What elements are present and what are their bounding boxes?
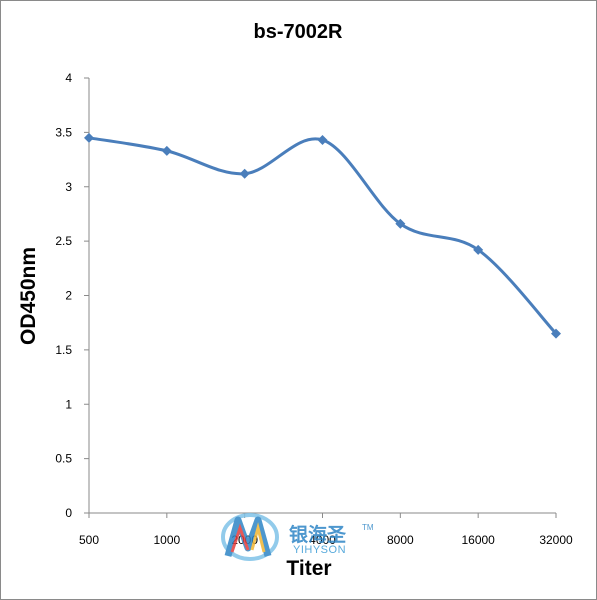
data-point-marker — [551, 328, 561, 339]
x-tick-label: 16000 — [461, 533, 495, 547]
y-tick-label: 0 — [65, 506, 72, 520]
watermark-brand-cn: 银海圣 — [289, 523, 347, 546]
data-point-marker — [395, 218, 406, 229]
x-tick-label: 8000 — [387, 533, 414, 547]
y-tick-label: 4 — [65, 71, 72, 85]
data-point-marker — [161, 145, 172, 156]
y-tick-label: 3.5 — [55, 125, 72, 139]
x-tick-label: 1000 — [153, 533, 180, 547]
watermark-logo: 银海圣 TM YIHYSON — [221, 513, 374, 561]
x-tick-label: 4000 — [309, 533, 336, 547]
watermark-emblem-icon — [221, 513, 279, 561]
data-point-marker — [317, 134, 328, 145]
y-axis-ticks: 0 0.5 1 1.5 2 2.5 3 3.5 4 — [55, 71, 89, 520]
y-axis-title: OD450nm — [17, 247, 40, 345]
y-tick-label: 2 — [65, 289, 72, 303]
y-tick-label: 1.5 — [55, 343, 72, 357]
data-point-marker — [473, 244, 484, 255]
y-tick-label: 1 — [65, 397, 72, 411]
chart-title: bs-7002R — [254, 21, 343, 43]
series-group — [84, 132, 561, 339]
y-tick-label: 2.5 — [55, 234, 72, 248]
watermark-tm: TM — [362, 523, 374, 532]
watermark-brand-en: YIHYSON — [293, 544, 346, 556]
data-point-marker — [84, 132, 94, 143]
series-line — [88, 136, 558, 335]
y-tick-label: 3 — [65, 180, 72, 194]
x-tick-label: 32000 — [539, 533, 573, 547]
x-axis-title: Titer — [286, 557, 331, 580]
data-point-marker — [239, 168, 250, 179]
x-tick-label: 500 — [79, 533, 99, 547]
y-tick-label: 0.5 — [55, 452, 72, 466]
